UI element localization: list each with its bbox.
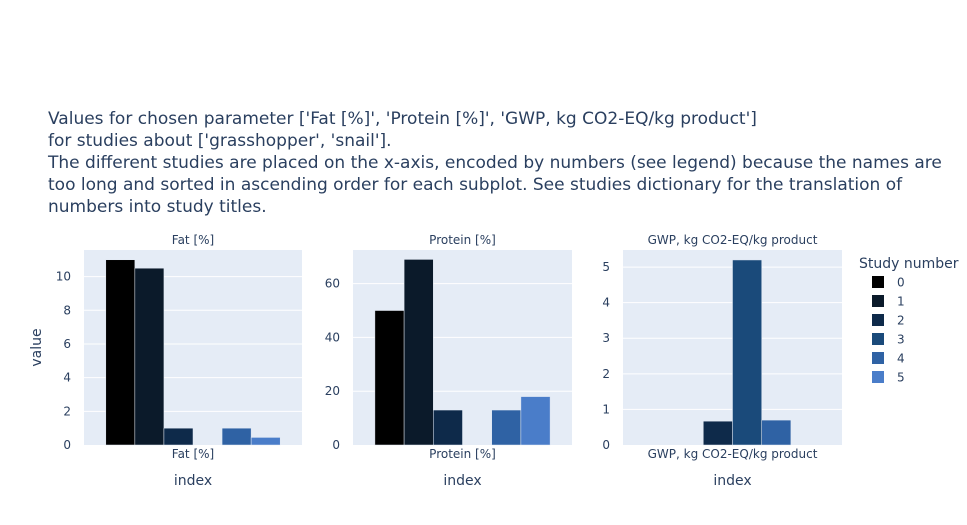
y-tick-label: 0 [63,438,71,452]
legend-swatch [872,352,884,364]
bar [374,310,405,446]
subplot-title: GWP, kg CO2-EQ/kg product [648,233,818,247]
legend-swatch [872,333,884,345]
bar [491,409,522,446]
legend-swatch [872,314,884,326]
x-tick-label: GWP, kg CO2-EQ/kg product [648,447,818,461]
legend-item-label: 0 [897,276,905,290]
legend-swatch [872,276,884,288]
title-line: Values for chosen parameter ['Fat [%]', … [48,109,757,129]
title-line: numbers into study titles. [48,197,267,217]
y-tick-label: 5 [602,260,610,274]
bar [403,259,434,446]
bar [221,427,252,446]
x-axis-label: index [443,473,481,489]
subplot-title: Protein [%] [429,233,496,247]
y-tick-label: 8 [63,303,71,317]
chart-title: Values for chosen parameter ['Fat [%]', … [48,108,963,218]
bar [105,259,136,446]
x-axis-label: index [174,473,212,489]
bar [250,437,281,446]
y-tick-label: 4 [63,371,71,385]
y-tick-label: 1 [602,402,610,416]
bar [703,420,733,446]
y-tick-label: 60 [325,277,340,291]
legend-item-label: 5 [897,371,905,385]
legend-item-label: 3 [897,333,905,347]
legend-item-label: 1 [897,295,905,309]
bar [732,259,762,446]
x-tick-label: Protein [%] [429,447,496,461]
y-tick-label: 40 [325,330,340,344]
title-line: too long and sorted in ascending order f… [48,175,903,195]
bar [433,409,463,446]
y-tick-label: 20 [325,384,340,398]
bar [520,396,551,446]
legend-item-label: 2 [897,314,905,328]
title-line: for studies about ['grasshopper', 'snail… [48,131,392,151]
bar [163,427,194,446]
bar [761,419,792,446]
title-line: The different studies are placed on the … [48,153,942,173]
y-tick-label: 6 [63,337,71,351]
legend-swatch [872,295,884,307]
y-axis-label: value [29,328,45,366]
x-axis-label: index [713,473,751,489]
y-tick-label: 0 [332,438,340,452]
legend-swatch [872,371,884,383]
y-tick-label: 0 [602,438,610,452]
legend-item-label: 4 [897,352,905,366]
y-tick-label: 3 [602,331,610,345]
y-tick-label: 2 [63,404,71,418]
y-tick-label: 10 [56,270,71,284]
y-tick-label: 2 [602,367,610,381]
subplot-title: Fat [%] [172,233,214,247]
x-tick-label: Fat [%] [172,447,214,461]
legend-title: Study number [859,256,959,272]
y-tick-label: 4 [602,296,610,310]
bar [134,267,165,446]
